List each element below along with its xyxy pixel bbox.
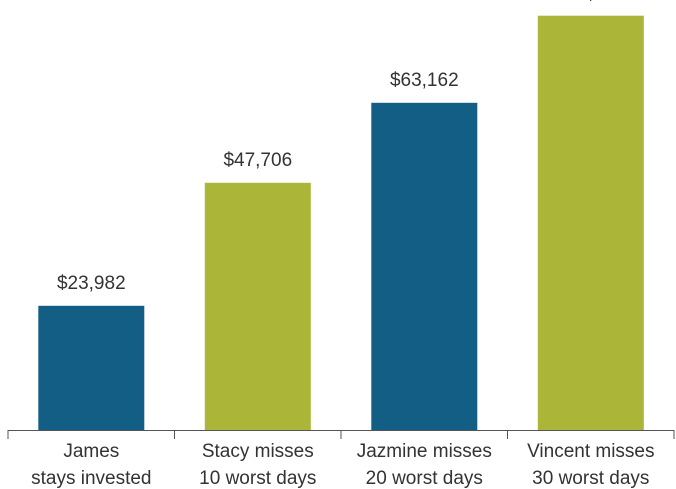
- category-label-4: Vincent misses 30 worst days: [527, 441, 654, 489]
- value-label-3: $63,162: [390, 70, 459, 91]
- bar-2: [204, 182, 311, 430]
- bars: [38, 15, 644, 431]
- category-label-1: James stays invested: [31, 441, 151, 489]
- bar-3: [371, 102, 478, 431]
- category-label-1-line-1: James: [63, 441, 119, 462]
- category-label-3-line-1: Jazmine misses: [357, 441, 492, 462]
- category-label-4-line-2: 30 worst days: [532, 468, 649, 489]
- bar-4: [537, 15, 644, 430]
- value-labels: $23,982 $47,706 $63,162 $79,964: [57, 0, 626, 294]
- value-label-2: $47,706: [223, 150, 292, 171]
- category-label-3: Jazmine misses 20 worst days: [357, 441, 492, 489]
- value-label-4: $79,964: [556, 0, 625, 4]
- category-label-2-line-1: Stacy misses: [202, 441, 314, 462]
- x-axis: [7, 430, 675, 439]
- category-label-2-line-2: 10 worst days: [199, 468, 316, 489]
- category-label-4-line-1: Vincent misses: [527, 441, 654, 462]
- bar-1: [38, 305, 145, 430]
- category-label-1-line-2: stays invested: [31, 468, 151, 489]
- category-label-3-line-2: 20 worst days: [366, 468, 483, 489]
- value-label-1: $23,982: [57, 273, 126, 294]
- category-label-2: Stacy misses 10 worst days: [199, 441, 316, 489]
- category-labels: James stays invested Stacy misses 10 worst …: [31, 441, 654, 489]
